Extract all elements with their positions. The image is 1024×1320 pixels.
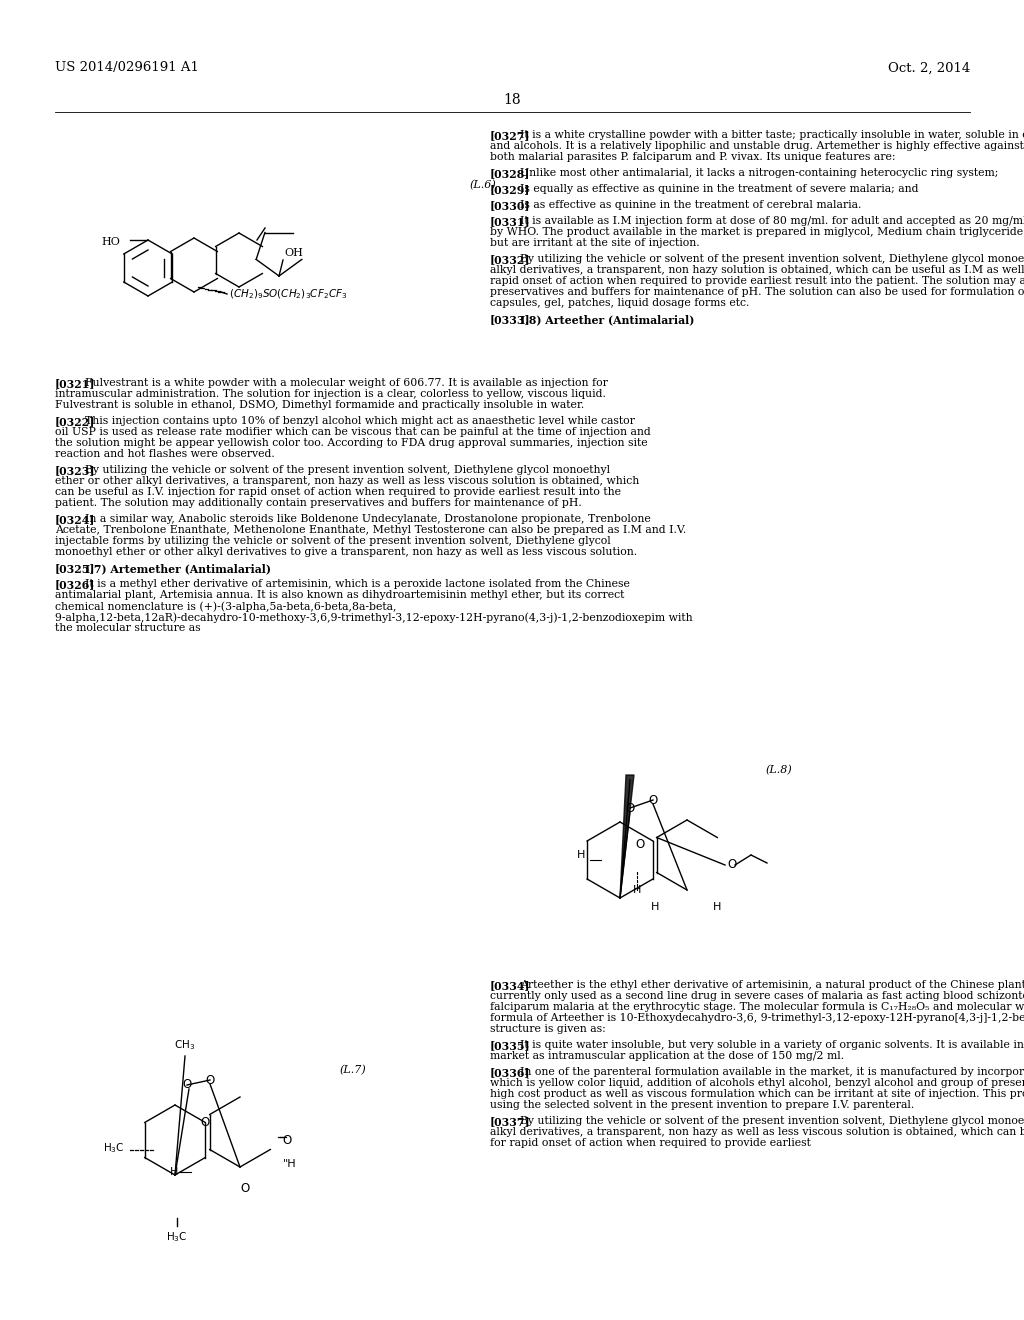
Text: O: O [201,1115,210,1129]
Text: [0327]: [0327] [490,129,530,141]
Text: 9-alpha,12-beta,12aR)-decahydro-10-methoxy-3,6,9-trimethyl-3,12-epoxy-12H-pyrano: 9-alpha,12-beta,12aR)-decahydro-10-metho… [55,612,692,623]
Text: patient. The solution may additionally contain preservatives and buffers for mai: patient. The solution may additionally c… [55,498,582,508]
Text: [0332]: [0332] [490,253,530,265]
Text: By utilizing the vehicle or solvent of the present invention solvent, Diethylene: By utilizing the vehicle or solvent of t… [520,253,1024,264]
Text: oil USP is used as release rate modifier which can be viscous that can be painfu: oil USP is used as release rate modifier… [55,426,650,437]
Text: 18: 18 [503,92,521,107]
Text: alkyl derivatives, a transparent, non hazy as well as less viscous solution is o: alkyl derivatives, a transparent, non ha… [490,1127,1024,1137]
Text: [0329]: [0329] [490,183,530,195]
Text: market as intramuscular application at the dose of 150 mg/2 ml.: market as intramuscular application at t… [490,1051,844,1061]
Text: CH$_3$... wait wrong: CH$_3$... wait wrong [296,1137,310,1143]
Text: In one of the parenteral formulation available in the market, it is manufactured: In one of the parenteral formulation ava… [520,1067,1024,1077]
Text: I.8) Arteether (Antimalarial): I.8) Arteether (Antimalarial) [520,314,694,325]
Text: It is a white crystalline powder with a bitter taste; practically insoluble in w: It is a white crystalline powder with a … [520,129,1024,140]
Text: capsules, gel, patches, liquid dosage forms etc.: capsules, gel, patches, liquid dosage fo… [490,298,750,308]
Text: O: O [626,801,635,814]
Text: O: O [282,1134,291,1147]
Text: [0321]: [0321] [55,378,95,389]
Text: By utilizing the vehicle or solvent of the present invention solvent, Diethylene: By utilizing the vehicle or solvent of t… [520,1115,1024,1126]
Text: high cost product as well as viscous formulation which can be irritant at site o: high cost product as well as viscous for… [490,1089,1024,1100]
Text: It is quite water insoluble, but very soluble in a variety of organic solvents. : It is quite water insoluble, but very so… [520,1040,1024,1049]
Text: preservatives and buffers for maintenance of pH. The solution can also be used f: preservatives and buffers for maintenanc… [490,286,1024,297]
Text: can be useful as I.V. injection for rapid onset of action when required to provi: can be useful as I.V. injection for rapi… [55,487,621,498]
Text: Acetate, Trenbolone Enanthate, Methenolone Enanthate, Methyl Testosterone can al: Acetate, Trenbolone Enanthate, Methenolo… [55,525,686,535]
Text: both malarial parasites P. falciparum and P. vivax. Its unique features are:: both malarial parasites P. falciparum an… [490,152,896,162]
Text: This injection contains upto 10% of benzyl alcohol which might act as anaestheti: This injection contains upto 10% of benz… [85,416,635,426]
Text: It is available as I.M injection form at dose of 80 mg/ml. for adult and accepte: It is available as I.M injection form at… [520,216,1024,226]
Text: injectable forms by utilizing the vehicle or solvent of the present invention so: injectable forms by utilizing the vehicl… [55,536,610,546]
Polygon shape [620,775,634,898]
Text: H: H [713,902,721,912]
Text: [0331]: [0331] [490,216,530,227]
Text: O: O [648,793,657,807]
Text: (L.7): (L.7) [340,1065,367,1076]
Text: [0328]: [0328] [490,168,530,180]
Text: H: H [577,850,585,861]
Text: using the selected solvent in the present invention to prepare I.V. parenteral.: using the selected solvent in the presen… [490,1100,914,1110]
Text: reaction and hot flashes were observed.: reaction and hot flashes were observed. [55,449,274,459]
Text: Arteether is the ethyl ether derivative of artemisinin, a natural product of the: Arteether is the ethyl ether derivative … [520,979,1024,990]
Text: [0322]: [0322] [55,416,95,426]
Text: In a similar way, Anabolic steroids like Boldenone Undecylanate, Drostanolone pr: In a similar way, Anabolic steroids like… [85,513,651,524]
Text: O: O [206,1073,215,1086]
Text: Unlike most other antimalarial, it lacks a nitrogen-containing heterocyclic ring: Unlike most other antimalarial, it lacks… [520,168,998,178]
Text: but are irritant at the site of injection.: but are irritant at the site of injectio… [490,238,699,248]
Text: [0330]: [0330] [490,201,530,211]
Text: [0326]: [0326] [55,579,95,590]
Text: H: H [633,884,641,895]
Text: falciparum malaria at the erythrocytic stage. The molecular formula is C₁₇H₂₈O₅ : falciparum malaria at the erythrocytic s… [490,1002,1024,1012]
Text: alkyl derivatives, a transparent, non hazy solution is obtained, which can be us: alkyl derivatives, a transparent, non ha… [490,265,1024,275]
Text: $(CH_2)_9SO(CH_2)_3CF_2CF_3$: $(CH_2)_9SO(CH_2)_3CF_2CF_3$ [229,288,347,301]
Text: Fulvestrant is soluble in ethanol, DSMO, Dimethyl formamide and practically inso: Fulvestrant is soluble in ethanol, DSMO,… [55,400,585,411]
Text: H$_3$C: H$_3$C [103,1140,125,1155]
Text: HO: HO [101,238,120,247]
Text: rapid onset of action when required to provide earliest result into the patient.: rapid onset of action when required to p… [490,276,1024,286]
Text: by WHO. The product available in the market is prepared in miglycol, Medium chai: by WHO. The product available in the mar… [490,227,1024,238]
Text: O: O [182,1078,191,1092]
Text: and alcohols. It is a relatively lipophilic and unstable drug. Artemether is hig: and alcohols. It is a relatively lipophi… [490,141,1024,150]
Text: (L.6): (L.6) [470,180,497,190]
Text: [0335]: [0335] [490,1040,530,1051]
Text: [0323]: [0323] [55,465,95,477]
Text: [0324]: [0324] [55,513,95,525]
Text: US 2014/0296191 A1: US 2014/0296191 A1 [55,62,199,74]
Text: CH$_3$: CH$_3$ [174,1039,196,1052]
Text: antimalarial plant, Artemisia annua. It is also known as dihydroartemisinin meth: antimalarial plant, Artemisia annua. It … [55,590,625,601]
Text: H: H [170,1167,178,1177]
Text: the molecular structure as: the molecular structure as [55,623,201,634]
Text: [0325]: [0325] [55,564,95,574]
Text: H: H [651,902,659,912]
Text: structure is given as:: structure is given as: [490,1024,606,1034]
Text: [0334]: [0334] [490,979,530,991]
Text: O: O [241,1181,250,1195]
Text: OH: OH [284,248,303,257]
Text: Is as effective as quinine in the treatment of cerebral malaria.: Is as effective as quinine in the treatm… [520,201,862,210]
Text: [0337]: [0337] [490,1115,530,1127]
Text: Is equally as effective as quinine in the treatment of severe malaria; and: Is equally as effective as quinine in th… [520,183,919,194]
Text: currently only used as a second line drug in severe cases of malaria as fast act: currently only used as a second line dru… [490,991,1024,1001]
Text: [0336]: [0336] [490,1067,530,1078]
Text: Oct. 2, 2014: Oct. 2, 2014 [888,62,970,74]
Text: intramuscular administration. The solution for injection is a clear, colorless t: intramuscular administration. The soluti… [55,389,606,399]
Text: ether or other alkyl derivatives, a transparent, non hazy as well as less viscou: ether or other alkyl derivatives, a tran… [55,477,639,486]
Text: which is yellow color liquid, addition of alcohols ethyl alcohol, benzyl alcohol: which is yellow color liquid, addition o… [490,1078,1024,1088]
Text: Fulvestrant is a white powder with a molecular weight of 606.77. It is available: Fulvestrant is a white powder with a mol… [85,378,608,388]
Text: monoethyl ether or other alkyl derivatives to give a transparent, non hazy as we: monoethyl ether or other alkyl derivativ… [55,546,637,557]
Text: I.7) Artemether (Antimalarial): I.7) Artemether (Antimalarial) [85,564,271,574]
Text: (L.8): (L.8) [765,764,792,775]
Text: "H: "H [283,1159,297,1170]
Text: O: O [727,858,736,871]
Text: O: O [635,838,645,851]
Text: H$_3$C: H$_3$C [166,1230,187,1243]
Text: By utilizing the vehicle or solvent of the present invention solvent, Diethylene: By utilizing the vehicle or solvent of t… [85,465,610,475]
Text: It is a methyl ether derivative of artemisinin, which is a peroxide lactone isol: It is a methyl ether derivative of artem… [85,579,630,589]
Text: formula of Arteether is 10-Ethoxydecahydro-3,6, 9-trimethyl-3,12-epoxy-12H-pyran: formula of Arteether is 10-Ethoxydecahyd… [490,1012,1024,1023]
Text: the solution might be appear yellowish color too. According to FDA drug approval: the solution might be appear yellowish c… [55,438,647,447]
Text: chemical nomenclature is (+)-(3-alpha,5a-beta,6-beta,8a-beta,: chemical nomenclature is (+)-(3-alpha,5a… [55,601,396,611]
Text: [0333]: [0333] [490,314,530,325]
Text: for rapid onset of action when required to provide earliest: for rapid onset of action when required … [490,1138,811,1148]
